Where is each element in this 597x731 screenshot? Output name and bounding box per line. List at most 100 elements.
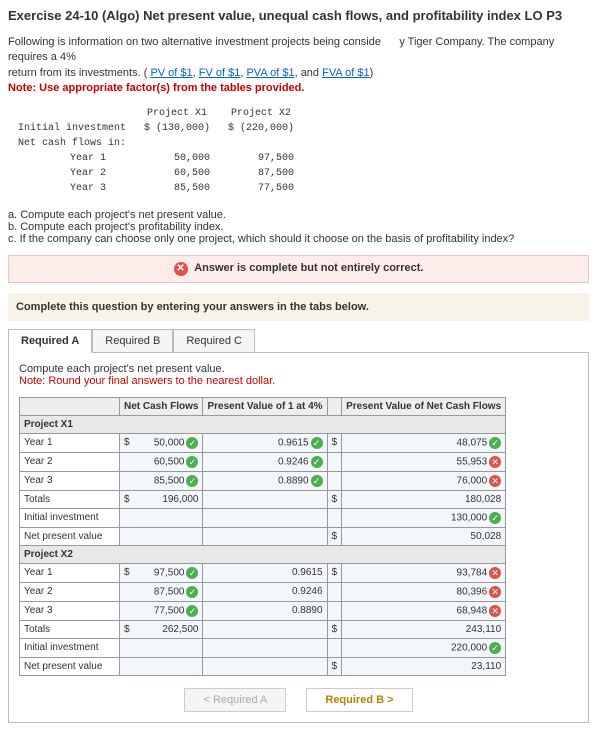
- x-icon: ✕: [489, 456, 501, 468]
- top-table-cell: 60,500: [136, 167, 218, 180]
- npv-cell[interactable]: 0.8890: [203, 601, 327, 620]
- npv-cell[interactable]: 85,500✓: [120, 471, 203, 490]
- top-table-cell: 87,500: [220, 167, 302, 180]
- npv-cell[interactable]: [203, 638, 327, 657]
- top-table-cell: Year 1: [10, 152, 134, 165]
- link-fv[interactable]: FV of $1: [199, 67, 241, 79]
- npv-cell[interactable]: 130,000✓: [342, 508, 506, 527]
- intro-part2: return from its investments. (: [8, 67, 147, 79]
- npv-cell[interactable]: 68,948✕: [342, 601, 506, 620]
- npv-cell[interactable]: [120, 638, 203, 657]
- sub-instructions: Compute each project's net present value…: [19, 363, 578, 387]
- check-icon: ✓: [186, 456, 198, 468]
- npv-cell[interactable]: [120, 527, 203, 545]
- link-pv[interactable]: PV of $1: [150, 67, 192, 79]
- check-icon: ✓: [489, 512, 501, 524]
- npv-cell[interactable]: $196,000: [120, 490, 203, 508]
- npv-cell[interactable]: 180,028: [342, 490, 506, 508]
- intro-part1: Following is information on two alternat…: [8, 36, 381, 48]
- npv-cell[interactable]: $50,000✓: [120, 433, 203, 452]
- dollar-cell: [327, 638, 342, 657]
- top-table-cell: 85,500: [136, 182, 218, 195]
- nav-buttons: < Required A Required B >: [19, 688, 578, 712]
- npv-cell: Initial investment: [20, 508, 120, 527]
- npv-cell[interactable]: 243,110: [342, 620, 506, 638]
- npv-cell[interactable]: 77,500✓: [120, 601, 203, 620]
- npv-cell: Year 3: [20, 471, 120, 490]
- npv-cell[interactable]: 55,953✕: [342, 452, 506, 471]
- x-icon: ✕: [489, 605, 501, 617]
- npv-cell[interactable]: 220,000✓: [342, 638, 506, 657]
- dollar-cell: $: [327, 657, 342, 675]
- question-c: c. If the company can choose only one pr…: [8, 233, 589, 245]
- npv-cell[interactable]: [203, 620, 327, 638]
- npv-cell: Year 1: [20, 563, 120, 582]
- dollar-cell: [327, 582, 342, 601]
- top-table-cell: $ (220,000): [220, 122, 302, 135]
- status-banner: ✕ Answer is complete but not entirely co…: [8, 255, 589, 283]
- npv-cell[interactable]: 0.9615: [203, 563, 327, 582]
- npv-cell[interactable]: $262,500: [120, 620, 203, 638]
- given-data-table: Project X1Project X2Initial investment$ …: [8, 105, 304, 197]
- npv-cell[interactable]: 0.8890✓: [203, 471, 327, 490]
- tab-required-a[interactable]: Required A: [8, 329, 92, 353]
- banner-text: Answer is complete but not entirely corr…: [194, 262, 423, 274]
- npv-section: Project X1: [20, 415, 506, 433]
- top-table-cell: Net cash flows in:: [10, 137, 134, 150]
- npv-cell: Year 2: [20, 452, 120, 471]
- dollar-cell: [327, 471, 342, 490]
- npv-cell[interactable]: [120, 657, 203, 675]
- npv-cell[interactable]: 93,784✕: [342, 563, 506, 582]
- x-icon: ✕: [489, 567, 501, 579]
- dollar-cell: $: [327, 490, 342, 508]
- intro-close: ): [370, 67, 374, 79]
- npv-cell[interactable]: 48,075✓: [342, 433, 506, 452]
- top-table-cell: Year 2: [10, 167, 134, 180]
- npv-cell[interactable]: 23,110: [342, 657, 506, 675]
- npv-cell[interactable]: 50,028: [342, 527, 506, 545]
- question-a: a. Compute each project's net present va…: [8, 209, 589, 221]
- npv-header: Present Value of Net Cash Flows: [342, 397, 506, 415]
- check-icon: ✓: [186, 437, 198, 449]
- npv-cell[interactable]: 0.9246: [203, 582, 327, 601]
- npv-cell[interactable]: 0.9615✓: [203, 433, 327, 452]
- dollar-cell: $: [327, 563, 342, 582]
- npv-cell[interactable]: 80,396✕: [342, 582, 506, 601]
- link-pva[interactable]: PVA of $1: [246, 67, 294, 79]
- check-icon: ✓: [311, 475, 323, 487]
- x-icon: ✕: [174, 262, 188, 276]
- check-icon: ✓: [186, 475, 198, 487]
- npv-cell: Year 1: [20, 433, 120, 452]
- top-table-cell: [136, 137, 218, 150]
- top-table-header: Project X2: [220, 107, 302, 120]
- npv-cell[interactable]: 87,500✓: [120, 582, 203, 601]
- x-icon: ✕: [489, 475, 501, 487]
- top-table-cell: Year 3: [10, 182, 134, 195]
- npv-cell[interactable]: [203, 490, 327, 508]
- tab-required-c[interactable]: Required C: [173, 329, 255, 353]
- top-table-cell: 77,500: [220, 182, 302, 195]
- npv-cell: Year 2: [20, 582, 120, 601]
- top-table-cell: Initial investment: [10, 122, 134, 135]
- npv-cell[interactable]: [120, 508, 203, 527]
- npv-cell[interactable]: 60,500✓: [120, 452, 203, 471]
- npv-cell[interactable]: 0.9246✓: [203, 452, 327, 471]
- check-icon: ✓: [311, 437, 323, 449]
- next-button[interactable]: Required B >: [306, 688, 412, 712]
- link-fva[interactable]: FVA of $1: [322, 67, 370, 79]
- npv-cell[interactable]: 76,000✕: [342, 471, 506, 490]
- npv-cell[interactable]: [203, 657, 327, 675]
- intro-and: , and: [295, 67, 323, 79]
- prev-button[interactable]: < Required A: [184, 688, 286, 712]
- npv-cell[interactable]: [203, 508, 327, 527]
- npv-cell: Net present value: [20, 657, 120, 675]
- dollar-cell: [327, 508, 342, 527]
- tab-prompt: Complete this question by entering your …: [8, 293, 589, 321]
- tab-required-b[interactable]: Required B: [92, 329, 173, 353]
- npv-cell[interactable]: $97,500✓: [120, 563, 203, 582]
- check-icon: ✓: [186, 567, 198, 579]
- npv-cell: Net present value: [20, 527, 120, 545]
- npv-cell[interactable]: [203, 527, 327, 545]
- dollar-cell: $: [327, 527, 342, 545]
- exercise-title: Exercise 24-10 (Algo) Net present value,…: [8, 8, 589, 23]
